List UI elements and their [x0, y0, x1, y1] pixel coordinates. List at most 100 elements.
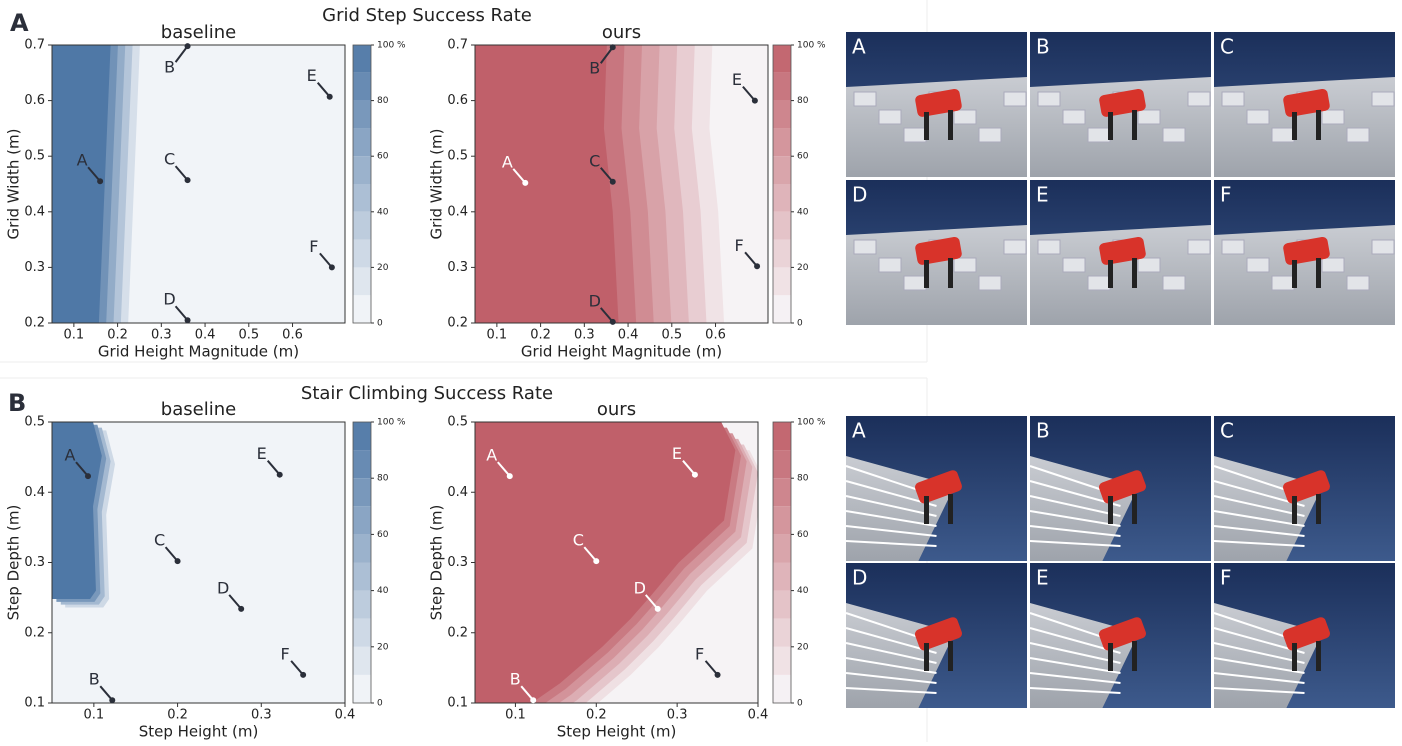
colorbar-level	[353, 239, 371, 268]
colorbar-tick-label: 100 %	[797, 41, 826, 51]
y-tick-label: 0.6	[24, 93, 45, 108]
colorbar-tick-label: 80	[377, 474, 389, 484]
y-tick-label: 0.3	[447, 555, 468, 570]
robot-body	[1099, 88, 1146, 117]
colorbar-frame	[772, 421, 792, 704]
robot-leg	[924, 496, 929, 524]
point-label: D	[163, 290, 175, 309]
robot-leg	[1132, 641, 1137, 671]
ground	[846, 77, 1027, 177]
colorbar-level	[353, 674, 371, 703]
robot-body	[1283, 88, 1330, 117]
render-tile: B	[1029, 416, 1211, 561]
colorbar-level	[773, 534, 791, 563]
x-tick-label: 0.4	[335, 708, 356, 723]
colorbar-tick-label: 40	[797, 586, 809, 596]
colorbar-level	[353, 184, 371, 212]
stair-edge	[1213, 687, 1305, 694]
robot-leg	[948, 258, 953, 288]
block	[878, 257, 902, 273]
block	[1062, 257, 1086, 273]
colorbar-level	[353, 45, 371, 73]
colorbar-level	[773, 590, 791, 619]
y-tick-label: 0.2	[447, 625, 468, 640]
y-tick-label: 0.6	[447, 93, 468, 108]
subplot-title: ours	[597, 399, 636, 420]
x-tick-label: 0.3	[251, 708, 272, 723]
robot-leg	[948, 494, 953, 524]
colorbar-level	[353, 506, 371, 535]
x-tick-label: 0.3	[667, 708, 688, 723]
point-leader	[583, 546, 598, 562]
tile-label: B	[1036, 35, 1050, 59]
colorbar-level	[773, 156, 791, 184]
point	[326, 93, 333, 100]
y-tick-label: 0.5	[447, 415, 468, 430]
robot-leg	[1108, 260, 1113, 288]
y-tick-label: 0.1	[447, 696, 468, 711]
colorbar-level	[773, 478, 791, 507]
point-label: F	[281, 644, 290, 663]
robot-body	[1099, 236, 1146, 265]
robot-body	[1098, 470, 1146, 504]
block	[1221, 91, 1245, 107]
point-label: A	[502, 152, 513, 171]
y-tick-label: 0.2	[447, 316, 468, 331]
stair-edge	[845, 525, 937, 537]
tile-label: E	[1036, 183, 1049, 207]
point	[184, 177, 191, 184]
point-leader	[742, 85, 756, 102]
stair-edge	[1213, 495, 1305, 517]
contour-level	[475, 45, 619, 323]
y-tick-label: 0.4	[447, 204, 468, 219]
x-tick-label: 0.3	[574, 328, 595, 343]
tile-label: A	[852, 35, 866, 59]
tile-label: A	[852, 419, 866, 443]
block	[1346, 127, 1370, 143]
colorbar-level	[773, 267, 791, 296]
contour	[475, 45, 768, 323]
x-axis-label: Step Height (m)	[557, 723, 677, 741]
point-leader	[682, 460, 696, 476]
point	[530, 697, 537, 704]
colorbar-level	[353, 562, 371, 591]
colorbar-level	[353, 422, 371, 451]
colorbar-tick-label: 0	[377, 319, 383, 329]
robot-leg	[1316, 110, 1321, 140]
stair-edge	[1213, 525, 1305, 537]
robot-body	[914, 470, 962, 504]
contour-level	[52, 45, 111, 323]
robot-leg	[1316, 641, 1321, 671]
robot-leg	[1316, 494, 1321, 524]
colorbar-frame	[352, 421, 372, 704]
block	[1371, 239, 1395, 255]
point-label: D	[217, 578, 229, 597]
y-tick-label: 0.3	[24, 260, 45, 275]
ground	[846, 225, 1027, 325]
x-axis-label: Grid Height Magnitude (m)	[98, 343, 299, 361]
block	[1271, 127, 1295, 143]
tile-label: F	[1220, 566, 1232, 590]
tile-label: D	[852, 183, 867, 207]
x-tick-label: 0.2	[586, 708, 607, 723]
robot-body	[1098, 617, 1146, 651]
x-axis-label: Step Height (m)	[139, 723, 259, 741]
point-leader	[316, 82, 331, 98]
y-axis-label: Step Depth (m)	[428, 505, 446, 621]
point-label: B	[589, 59, 600, 78]
y-axis-label: Step Depth (m)	[5, 505, 23, 621]
stair-edge	[845, 495, 937, 517]
point-leader	[520, 685, 534, 701]
colorbar-frame	[772, 44, 792, 324]
colorbar-level	[353, 100, 371, 129]
robot-body	[1282, 617, 1330, 651]
point	[174, 558, 181, 565]
point	[328, 264, 335, 271]
point	[654, 605, 661, 612]
point-label: C	[154, 531, 165, 550]
stair-edge	[1213, 657, 1305, 674]
x-tick-label: 0.2	[107, 328, 128, 343]
point	[84, 473, 91, 480]
y-tick-label: 0.4	[24, 485, 45, 500]
colorbar-level	[353, 128, 371, 157]
